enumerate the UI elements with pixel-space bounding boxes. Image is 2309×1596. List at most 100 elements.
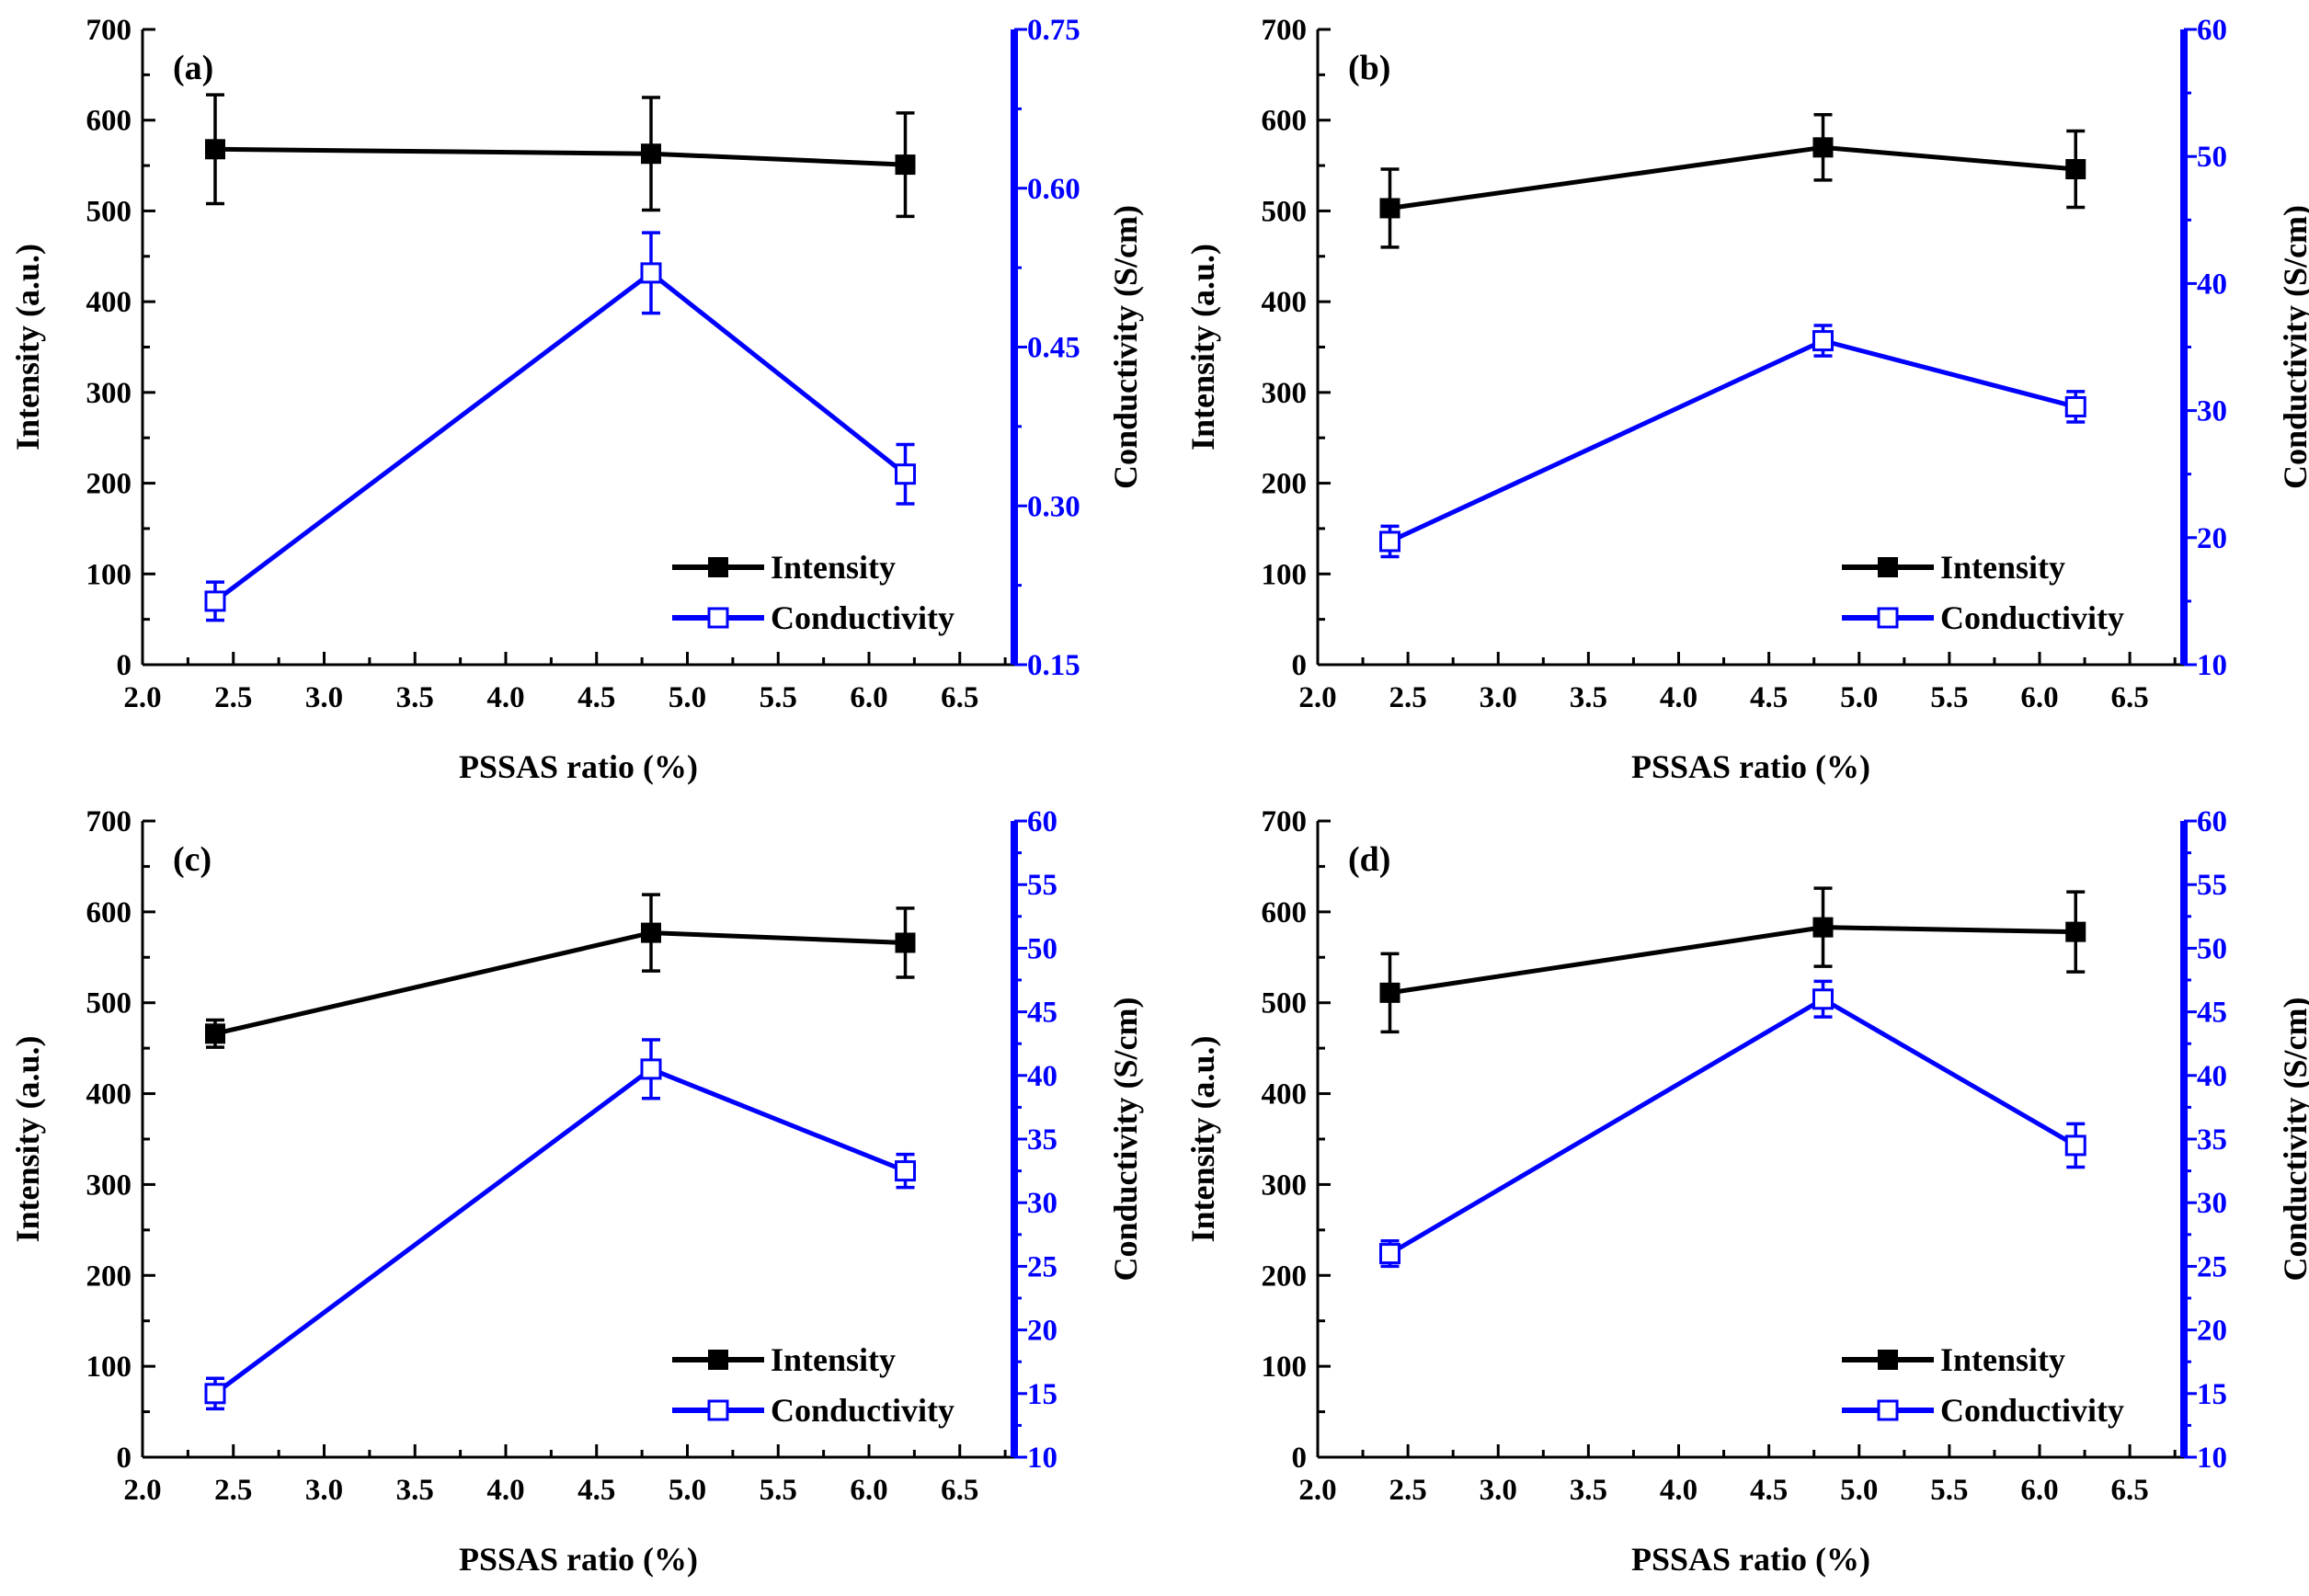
x-tick-label: 2.5	[1389, 1474, 1427, 1507]
x-tick-label: 4.5	[577, 1474, 615, 1507]
data-point	[640, 262, 662, 284]
left-y-tick-label: 600	[1262, 105, 1308, 138]
legend: Intensity Conductivity	[1842, 1341, 2124, 1429]
data-point	[1812, 988, 1834, 1010]
left-y-tick-label: 300	[1262, 1168, 1308, 1202]
left-y-tick-label: 200	[86, 1260, 132, 1293]
left-y-tick-label: 0	[117, 1442, 132, 1475]
right-y-tick-label: 40	[2197, 268, 2227, 301]
x-tick-label: 6.0	[850, 681, 887, 714]
data-point	[2065, 159, 2086, 180]
x-axis-title: PSSAS ratio (%)	[1631, 748, 1870, 785]
x-tick-label: 3.5	[1570, 681, 1607, 714]
data-point	[895, 463, 916, 485]
x-tick-label: 5.0	[1840, 681, 1878, 714]
x-tick-label: 5.5	[760, 1474, 797, 1507]
left-y-tick-label: 600	[1262, 896, 1308, 929]
chart-panel-c: 2.0 2.5 3.0 3.5 4.0 4.5 5.0 5.5 6.0 6.5 0 100 200 300…	[9, 805, 1144, 1578]
legend-label: Intensity	[771, 549, 896, 586]
right-y-tick-label: 15	[1027, 1378, 1057, 1411]
left-y-tick-label: 500	[86, 987, 132, 1020]
x-tick-label: 5.0	[669, 1474, 706, 1507]
x-axis-title: PSSAS ratio (%)	[1631, 1541, 1870, 1578]
left-y-tick-label: 300	[86, 1168, 132, 1202]
right-y-tick-label: 10	[1027, 1442, 1057, 1475]
left-y-tick-label: 700	[86, 805, 132, 838]
legend-item-conductivity: Conductivity	[672, 1392, 954, 1429]
right-y-tick-label: 0.75	[1027, 14, 1080, 47]
x-tick-label: 5.0	[669, 681, 706, 714]
x-tick-label: 2.5	[1389, 681, 1427, 714]
data-point	[895, 932, 916, 953]
data-point	[205, 139, 225, 160]
data-point	[205, 1023, 225, 1044]
left-y-tick-label: 700	[1262, 14, 1308, 47]
legend-label: Conductivity	[1940, 1392, 2124, 1429]
x-tick-label: 6.5	[941, 681, 978, 714]
left-y-tick-label: 200	[1262, 468, 1308, 501]
left-y-tick-label: 400	[1262, 286, 1308, 319]
left-y-tick-label: 300	[1262, 377, 1308, 410]
left-y-tick-label: 500	[1262, 987, 1308, 1020]
data-point	[640, 1058, 662, 1080]
right-y-tick-label: 60	[2197, 805, 2227, 838]
right-y-tick-label: 0.45	[1027, 332, 1080, 365]
right-y-tick-label: 30	[1027, 1187, 1057, 1220]
right-y-tick-label: 50	[1027, 932, 1057, 965]
legend-label: Conductivity	[1940, 599, 2124, 636]
right-y-tick-label: 20	[1027, 1315, 1057, 1348]
x-tick-label: 5.5	[1930, 1474, 1968, 1507]
legend: Intensity Conductivity	[1842, 549, 2124, 636]
x-tick-label: 6.5	[2111, 1474, 2149, 1507]
right-y-tick-label: 55	[1027, 869, 1057, 902]
left-y-axis-title: Intensity (a.u.)	[9, 244, 46, 450]
x-tick-label: 3.0	[305, 1474, 343, 1507]
x-tick-label: 5.0	[1840, 1474, 1878, 1507]
data-point	[204, 590, 226, 612]
series-intensity	[1379, 886, 2086, 1034]
legend-label: Intensity	[1940, 1341, 2065, 1378]
right-y-tick-label: 0.15	[1027, 649, 1080, 682]
chart-panel-b: 2.0 2.5 3.0 3.5 4.0 4.5 5.0 5.5 6.0 6.5 0 100 200 300…	[1184, 14, 2309, 785]
left-y-tick-label: 400	[1262, 1078, 1308, 1112]
x-tick-label: 3.0	[305, 681, 343, 714]
conductivity-line	[1389, 337, 2076, 544]
x-tick-label: 3.0	[1480, 1474, 1517, 1507]
x-tick-label: 5.5	[760, 681, 797, 714]
x-tick-label: 4.0	[1660, 1474, 1697, 1507]
x-tick-label: 4.5	[1750, 681, 1788, 714]
panel-label: (b)	[1348, 49, 1390, 87]
intensity-line	[1389, 144, 2076, 211]
legend-label: Conductivity	[771, 599, 954, 636]
left-y-axis-title: Intensity (a.u.)	[1184, 1035, 1221, 1242]
left-y-tick-label: 0	[1292, 649, 1308, 682]
right-y-tick-label: 45	[2197, 997, 2227, 1030]
data-point	[1379, 1243, 1400, 1265]
x-tick-label: 6.5	[941, 1474, 978, 1507]
series-conductivity	[1379, 324, 2086, 559]
x-tick-label: 4.0	[486, 681, 524, 714]
right-y-tick-label: 30	[2197, 1187, 2227, 1220]
x-tick-label: 2.5	[214, 1474, 252, 1507]
left-y-tick-label: 600	[86, 105, 132, 138]
x-tick-label: 2.5	[214, 681, 252, 714]
legend-item-intensity: Intensity	[1842, 549, 2065, 586]
left-y-tick-label: 100	[86, 558, 132, 591]
legend-label: Intensity	[1940, 549, 2065, 586]
data-point	[1812, 137, 1834, 158]
data-point	[204, 1383, 226, 1405]
data-point	[641, 922, 661, 943]
x-tick-label: 6.0	[2020, 681, 2058, 714]
x-tick-label: 4.0	[486, 1474, 524, 1507]
right-y-tick-label: 25	[2197, 1250, 2227, 1283]
right-y-tick-label: 25	[1027, 1250, 1057, 1283]
legend-marker	[707, 607, 729, 629]
legend-label: Conductivity	[771, 1392, 954, 1429]
legend: Intensity Conductivity	[672, 1341, 954, 1429]
left-y-axis-title: Intensity (a.u.)	[9, 1035, 46, 1242]
right-y-tick-label: 30	[2197, 395, 2227, 428]
x-tick-label: 6.0	[2020, 1474, 2058, 1507]
right-y-tick-label: 20	[2197, 522, 2227, 555]
legend-marker	[1877, 607, 1899, 629]
right-y-tick-label: 15	[2197, 1378, 2227, 1411]
